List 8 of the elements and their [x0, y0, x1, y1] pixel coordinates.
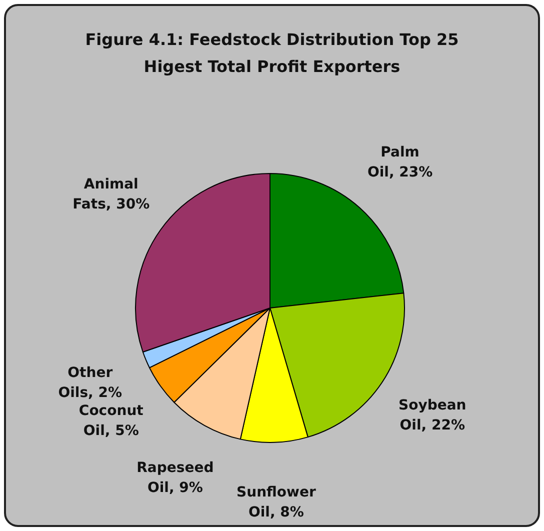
chart-title: Figure 4.1: Feedstock Distribution Top 25 Higest Total Profit Exporters: [84, 29, 460, 78]
slice-label: Soybean Oil, 22%: [398, 398, 466, 434]
slice-label: Animal Fats, 30%: [72, 176, 150, 213]
slice-label: Palm Oil, 23%: [367, 144, 433, 180]
slice-label: Coconut Oil, 5%: [78, 402, 144, 439]
slice-label: Sunflower Oil, 8%: [236, 484, 316, 521]
slice-label: Other Oils, 2%: [58, 364, 122, 401]
slice-label: Rapeseed Oil, 9%: [136, 460, 214, 496]
